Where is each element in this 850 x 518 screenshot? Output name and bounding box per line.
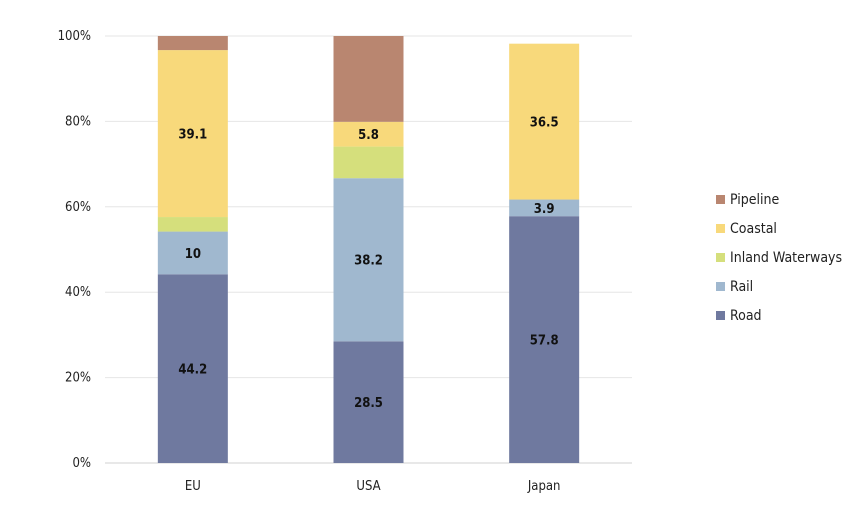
- bar-segment-usa-road: [333, 341, 404, 463]
- data-label-usa-road: 28.5: [354, 396, 383, 411]
- y-tick-label: 40%: [65, 285, 91, 300]
- bar-segment-japan-coastal: [509, 43, 580, 200]
- data-label-usa-coastal: 5.8: [358, 128, 379, 143]
- legend-swatch-rail: [716, 282, 725, 291]
- bar-segment-eu-road: [157, 274, 228, 463]
- bar-segment-japan-road: [509, 216, 580, 463]
- legend-label-inland-waterways: Inland Waterways: [730, 250, 842, 266]
- data-label-eu-rail: 10: [185, 247, 201, 262]
- bar-segment-usa-rail: [333, 178, 404, 342]
- y-tick-label: 80%: [65, 114, 91, 129]
- y-tick-label: 0%: [72, 456, 91, 471]
- y-tick-label: 60%: [65, 200, 91, 215]
- data-label-japan-coastal: 36.5: [530, 116, 559, 131]
- legend-label-road: Road: [730, 308, 762, 324]
- legend: Pipeline Coastal Inland Waterways Rail Road: [716, 192, 842, 324]
- bar-segment-eu-rail: [157, 231, 228, 275]
- legend-swatch-inland-waterways: [716, 253, 725, 262]
- bar-segment-eu-inland-waterways: [157, 217, 228, 232]
- legend-label-pipeline: Pipeline: [730, 192, 780, 208]
- bar-segment-eu-coastal: [157, 50, 228, 218]
- x-tick-label-japan: Japan: [527, 479, 561, 494]
- data-labels: 44.2 10 39.1 28.5 38.2 5.8 57.8 3.9 36.5: [178, 116, 558, 412]
- data-label-japan-road: 57.8: [530, 334, 559, 349]
- bar-segment-usa-pipeline: [333, 36, 404, 122]
- y-tick-label: 100%: [58, 29, 91, 44]
- bar-segment-japan-rail: [509, 199, 580, 217]
- x-tick-label-usa: USA: [356, 479, 380, 494]
- data-label-usa-rail: 38.2: [354, 254, 383, 269]
- legend-label-coastal: Coastal: [730, 221, 777, 237]
- data-label-japan-rail: 3.9: [534, 202, 555, 217]
- y-tick-label: 20%: [65, 371, 91, 386]
- bar-stacks: [157, 36, 580, 463]
- legend-swatch-pipeline: [716, 195, 725, 204]
- bar-segment-usa-coastal: [333, 121, 404, 147]
- y-axis-tick-labels: 0% 20% 40% 60% 80% 100%: [58, 29, 91, 471]
- legend-swatch-road: [716, 311, 725, 320]
- legend-label-rail: Rail: [730, 279, 753, 295]
- legend-swatch-coastal: [716, 224, 725, 233]
- data-label-eu-road: 44.2: [178, 363, 207, 378]
- x-axis-category-labels: EU USA Japan: [185, 479, 561, 494]
- data-label-eu-coastal: 39.1: [178, 128, 207, 143]
- x-tick-label-eu: EU: [185, 479, 201, 494]
- bar-segment-usa-inland-waterways: [333, 146, 404, 179]
- bar-segment-eu-pipeline: [157, 36, 228, 51]
